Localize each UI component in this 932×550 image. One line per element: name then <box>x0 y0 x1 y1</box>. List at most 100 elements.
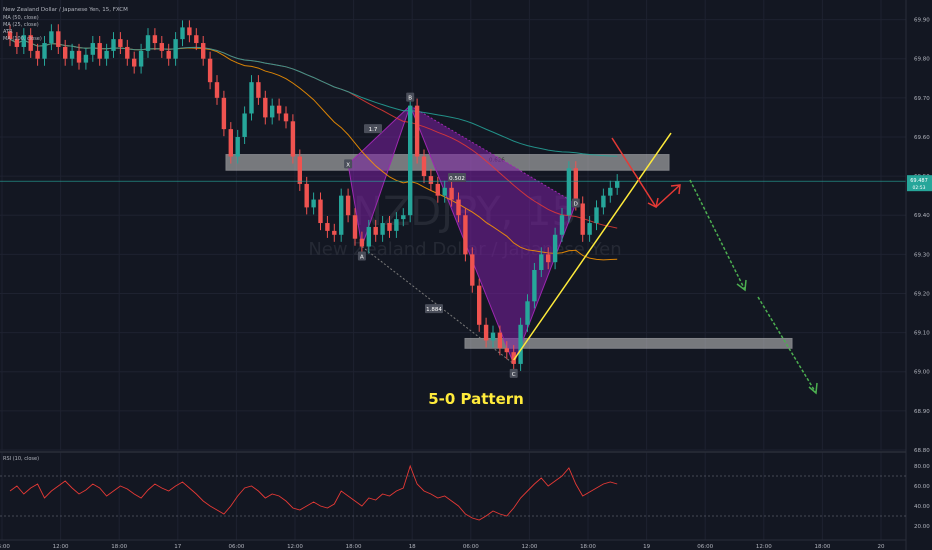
candle-body <box>249 82 254 114</box>
point-label-text: C <box>512 372 516 378</box>
candle-body <box>601 195 606 208</box>
point-label-text: B <box>408 96 412 102</box>
price-tick-label: 68.90 <box>914 409 930 415</box>
candle-body <box>414 105 420 157</box>
annotations-layer: X A B C D 1.7 0.502 1.884 <box>0 92 906 395</box>
lower-zone <box>464 337 793 349</box>
candle-body <box>290 121 296 157</box>
symbol-title: New Zealand Dollar / Japanese Yen, 15, F… <box>3 7 128 13</box>
candle-body <box>56 31 61 47</box>
red-arrow-up <box>655 184 681 208</box>
ratio-label: 1.7 <box>364 124 382 134</box>
time-tick-label: 12:00 <box>756 544 772 550</box>
candle-body <box>201 43 206 59</box>
candle-body <box>90 43 95 55</box>
candle-body <box>366 226 371 247</box>
indicator-ma25: MA (25, close) <box>3 22 39 28</box>
price-tick-label: 69.80 <box>914 57 930 63</box>
candles-layer <box>7 20 620 371</box>
candle-body <box>256 82 261 98</box>
time-tick-label: 18 <box>409 544 416 550</box>
pattern-triangle-xab <box>348 105 411 247</box>
candle-body <box>463 215 468 255</box>
candle-body <box>42 43 47 59</box>
time-tick-label: 19 <box>643 544 650 550</box>
point-label-text: D <box>574 201 578 207</box>
candle-body <box>477 285 482 325</box>
candle-body <box>194 35 199 44</box>
candle-body <box>263 97 268 118</box>
red-arrow-down <box>611 137 657 208</box>
candle-body <box>408 105 413 216</box>
candle-body <box>228 129 233 157</box>
time-tick-label: 20 <box>878 544 885 550</box>
price-tick-label: 68.80 <box>914 448 930 454</box>
candle-body <box>435 183 440 196</box>
price-tick-label: 69.90 <box>914 18 930 24</box>
candle-body <box>304 183 309 208</box>
candle-body <box>373 226 378 235</box>
price-tick-label: 69.10 <box>914 331 930 337</box>
ratio-label-bg <box>364 124 382 134</box>
candle-body <box>276 105 282 114</box>
candle-body <box>380 223 385 235</box>
pattern-point-d: D <box>571 198 580 208</box>
candle-body <box>297 156 302 184</box>
rsi-line <box>9 464 618 521</box>
candle-body <box>63 46 68 59</box>
pattern-point-b: B <box>406 92 415 102</box>
candle-body <box>104 50 109 59</box>
time-tick-label: 12:00 <box>53 544 69 550</box>
candle-body <box>311 199 316 208</box>
candle-body <box>421 156 427 177</box>
current-price-countdown: 02:53 <box>913 185 926 191</box>
red-arrow-up-head <box>670 184 681 195</box>
candle-body <box>152 35 158 44</box>
pattern-name: 5-0 Pattern <box>428 390 524 408</box>
candle-body <box>173 39 178 59</box>
point-label-text: A <box>360 255 364 261</box>
pattern-point-x: X <box>344 159 353 169</box>
ratio-label-text: 1.884 <box>426 307 442 313</box>
time-tick-label: 18:00 <box>814 544 830 550</box>
candle-body <box>449 187 454 200</box>
point-label-text: X <box>346 162 350 168</box>
candle-body <box>345 195 351 216</box>
current-price-tag-bg <box>907 175 932 192</box>
price-tick-label: 69.20 <box>914 291 930 297</box>
time-tick-label: 06:00 <box>228 544 244 550</box>
candle-body <box>497 332 503 349</box>
indicator-ma100: MA (100, close) <box>3 36 42 42</box>
candle-body <box>546 254 551 263</box>
candle-body <box>97 43 102 59</box>
candle-body <box>615 181 620 188</box>
legend: New Zealand Dollar / Japanese Yen, 15, F… <box>3 7 128 42</box>
candle-body <box>401 215 406 220</box>
candle-body <box>187 27 192 36</box>
candle-body <box>594 207 599 224</box>
candle-body <box>318 199 323 224</box>
candle-body <box>490 332 496 341</box>
point-label-bg <box>406 92 415 102</box>
candle-body <box>180 27 185 40</box>
candle-body <box>214 82 220 98</box>
point-label-bg <box>571 198 580 208</box>
green-arrow-2 <box>757 296 817 394</box>
candle-body <box>559 215 565 235</box>
ratio-label-text: 0.502 <box>449 176 465 182</box>
rsi-tick-label: 60.00 <box>914 484 930 490</box>
time-tick-label: 18:00 <box>346 544 362 550</box>
rsi-panel: RSI (10, close) 80.00 60.00 40.00 20.00 <box>0 451 930 530</box>
candle-body <box>283 113 289 122</box>
candle-body <box>387 223 392 231</box>
price-axis: 69.9069.8069.7069.6069.5069.4069.3069.20… <box>905 0 932 550</box>
ratio-label-bg <box>448 173 466 183</box>
candle-body <box>552 234 558 263</box>
price-tick-label: 69.60 <box>914 135 930 141</box>
rsi-tick-label: 20.00 <box>914 524 930 530</box>
candle-body <box>394 219 399 231</box>
candle-body <box>587 223 592 235</box>
price-tick-label: 69.30 <box>914 252 930 258</box>
